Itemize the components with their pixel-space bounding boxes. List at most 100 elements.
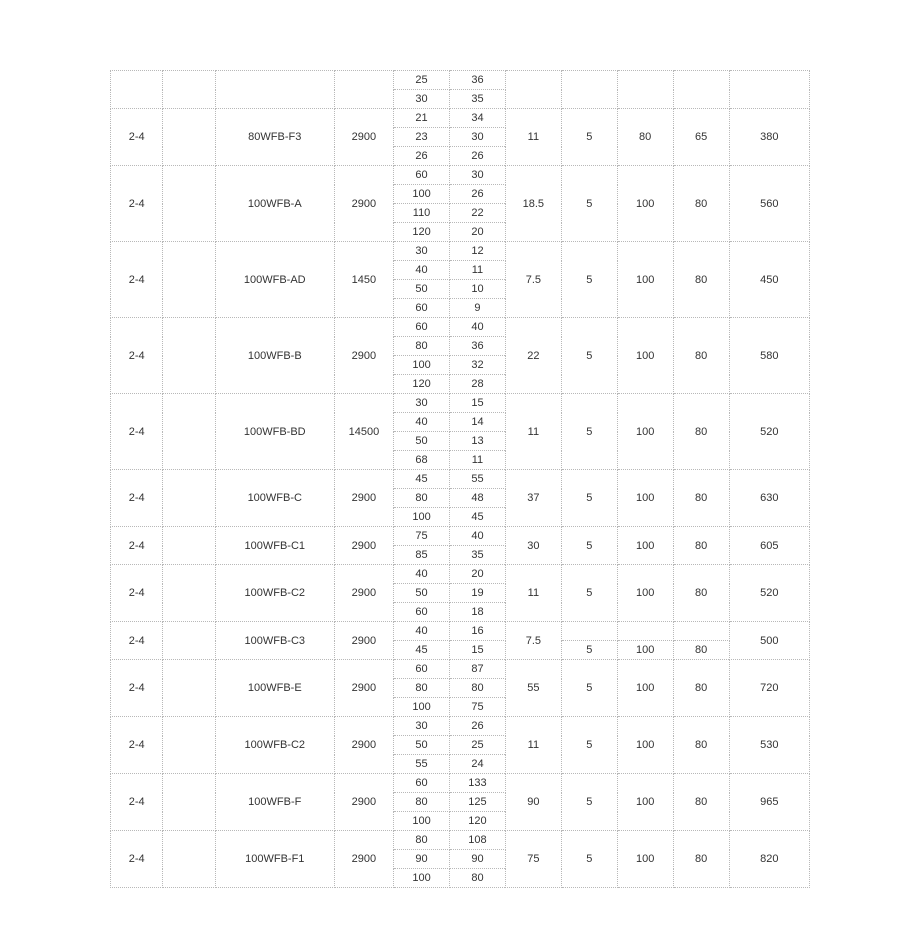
col-model: 100WFB-C (215, 470, 334, 527)
col-v1: 80 (394, 793, 450, 812)
col-v2: 13 (450, 432, 506, 451)
col-v6 (673, 622, 729, 641)
col-empty (163, 109, 215, 166)
col-v4: 5 (561, 717, 617, 774)
col-v3 (505, 71, 561, 109)
col-model: 100WFB-A (215, 166, 334, 242)
col-v3: 7.5 (505, 242, 561, 318)
table-row: 2-4100WFB-AD145030127.5510080450 (111, 242, 810, 261)
col-v5 (617, 71, 673, 109)
col-v1: 60 (394, 299, 450, 318)
col-empty (163, 660, 215, 717)
col-v4: 5 (561, 470, 617, 527)
col-v2: 55 (450, 470, 506, 489)
col-v3: 11 (505, 394, 561, 470)
col-v5: 100 (617, 318, 673, 394)
col-v2: 25 (450, 736, 506, 755)
col-v3: 11 (505, 565, 561, 622)
col-v2: 133 (450, 774, 506, 793)
col-range: 2-4 (111, 242, 163, 318)
col-v3: 37 (505, 470, 561, 527)
col-empty (163, 527, 215, 565)
col-v1: 60 (394, 166, 450, 185)
col-v2: 24 (450, 755, 506, 774)
col-v1: 90 (394, 850, 450, 869)
col-v2: 26 (450, 147, 506, 166)
col-v1: 30 (394, 90, 450, 109)
col-range: 2-4 (111, 831, 163, 888)
col-v6: 80 (673, 565, 729, 622)
col-empty (163, 166, 215, 242)
col-v2: 9 (450, 299, 506, 318)
col-v2: 28 (450, 375, 506, 394)
col-rpm (334, 71, 393, 109)
col-range: 2-4 (111, 109, 163, 166)
col-v5: 100 (617, 660, 673, 717)
col-model: 100WFB-F (215, 774, 334, 831)
col-v3: 90 (505, 774, 561, 831)
col-v2: 32 (450, 356, 506, 375)
col-model: 100WFB-C2 (215, 565, 334, 622)
col-v6: 65 (673, 109, 729, 166)
col-v1: 75 (394, 527, 450, 546)
col-v7 (729, 71, 809, 109)
col-v6: 80 (673, 470, 729, 527)
col-model: 80WFB-F3 (215, 109, 334, 166)
col-v5 (617, 622, 673, 641)
col-empty (163, 242, 215, 318)
col-v7: 965 (729, 774, 809, 831)
col-v1: 100 (394, 869, 450, 888)
table-row: 2-4100WFB-E2900608755510080720 (111, 660, 810, 679)
col-v1: 50 (394, 584, 450, 603)
col-v1: 25 (394, 71, 450, 90)
col-v2: 35 (450, 90, 506, 109)
col-v1: 30 (394, 717, 450, 736)
col-v2: 48 (450, 489, 506, 508)
col-range (111, 71, 163, 109)
col-v6: 80 (673, 527, 729, 565)
col-rpm: 2900 (334, 622, 393, 660)
col-v1: 23 (394, 128, 450, 147)
col-v1: 100 (394, 812, 450, 831)
col-v2: 36 (450, 71, 506, 90)
col-v7: 820 (729, 831, 809, 888)
col-v7: 520 (729, 565, 809, 622)
col-v1: 60 (394, 660, 450, 679)
col-v3: 55 (505, 660, 561, 717)
col-v5: 100 (617, 527, 673, 565)
col-rpm: 2900 (334, 109, 393, 166)
col-v4: 5 (561, 774, 617, 831)
col-v6: 80 (673, 717, 729, 774)
col-v1: 50 (394, 280, 450, 299)
col-v2: 125 (450, 793, 506, 812)
col-v7: 720 (729, 660, 809, 717)
col-v2: 11 (450, 451, 506, 470)
col-model: 100WFB-E (215, 660, 334, 717)
col-v1: 80 (394, 679, 450, 698)
col-v2: 20 (450, 223, 506, 242)
col-v2: 75 (450, 698, 506, 717)
col-model (215, 71, 334, 109)
col-v2: 80 (450, 869, 506, 888)
col-v4: 5 (561, 565, 617, 622)
col-v2: 120 (450, 812, 506, 831)
col-v1: 40 (394, 413, 450, 432)
col-range: 2-4 (111, 166, 163, 242)
col-v6: 80 (673, 242, 729, 318)
col-v4: 5 (561, 109, 617, 166)
col-v6: 80 (673, 641, 729, 660)
col-v6 (673, 71, 729, 109)
col-v1: 30 (394, 394, 450, 413)
col-v6: 80 (673, 394, 729, 470)
col-v4: 5 (561, 242, 617, 318)
table-row: 2-4100WFB-B2900604022510080580 (111, 318, 810, 337)
col-range: 2-4 (111, 527, 163, 565)
col-v2: 15 (450, 641, 506, 660)
col-model: 100WFB-C1 (215, 527, 334, 565)
col-v1: 50 (394, 736, 450, 755)
col-v2: 35 (450, 546, 506, 565)
col-v2: 45 (450, 508, 506, 527)
col-v4 (561, 71, 617, 109)
col-range: 2-4 (111, 660, 163, 717)
col-v7: 450 (729, 242, 809, 318)
